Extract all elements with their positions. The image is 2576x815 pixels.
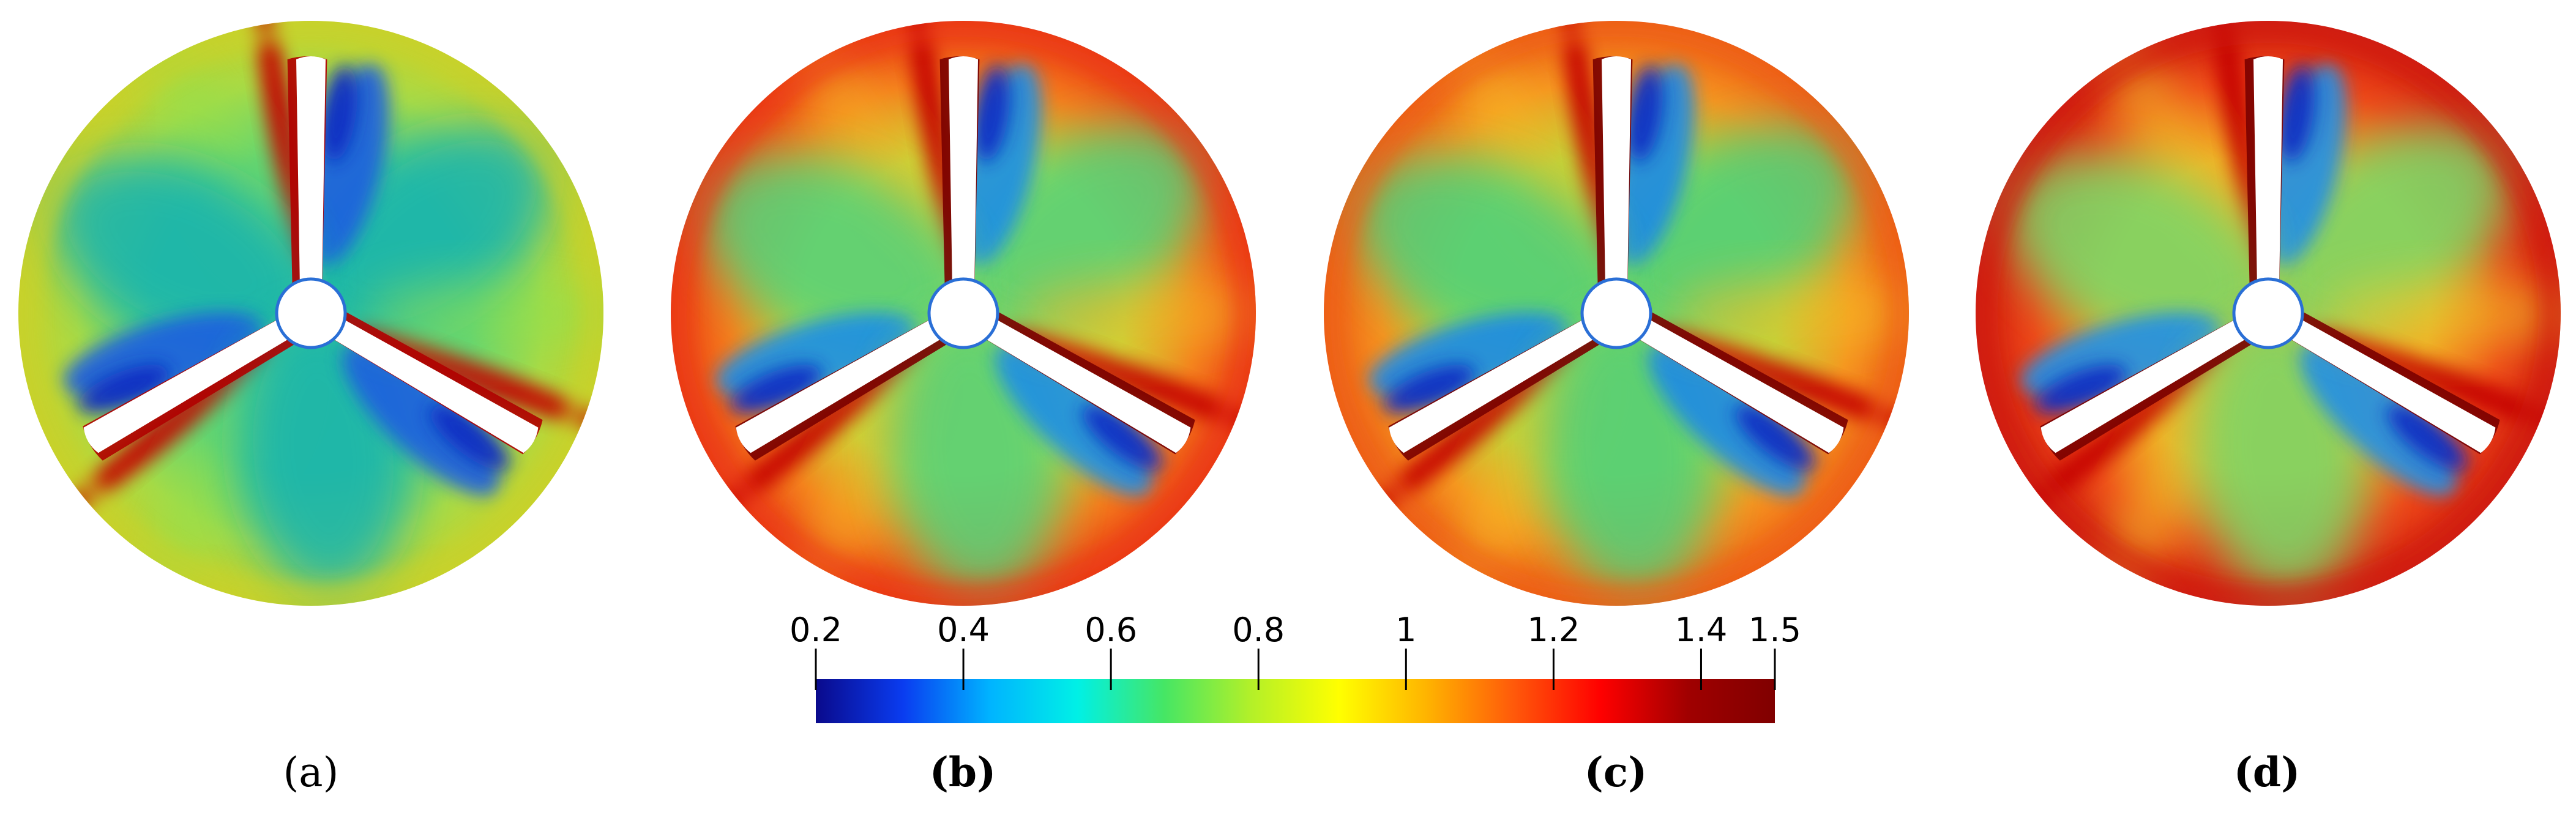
- blade: [735, 316, 952, 461]
- separation-region: [995, 343, 1152, 496]
- blade: [83, 316, 299, 461]
- colorbar-ticks: 0.2 0.4 0.6 0.8 1 1.2 1.4 1.5: [790, 611, 1801, 690]
- separation-core: [78, 364, 170, 414]
- panel-labels: (a) (b) (c) (d): [283, 748, 2301, 796]
- blade-body: [949, 56, 978, 289]
- separation-core: [1082, 404, 1163, 471]
- colorbar-tick-label: 0.2: [790, 611, 842, 649]
- separation-core: [1735, 404, 1816, 471]
- rim-band: [1324, 21, 1909, 606]
- rotor-panel-b: [671, 21, 1256, 606]
- blade: [326, 309, 543, 455]
- separation-core: [1626, 64, 1663, 162]
- wake-region: [2323, 277, 2561, 350]
- blade: [2244, 56, 2285, 289]
- blade-body: [326, 316, 539, 453]
- blade: [1592, 56, 1633, 289]
- blade-body: [1602, 56, 1631, 289]
- colorbar-tick-label: 0.4: [937, 611, 990, 649]
- separation-core: [321, 64, 357, 162]
- blade: [1388, 316, 1605, 461]
- low-speed-region: [2007, 155, 2274, 352]
- separation-core: [430, 404, 510, 471]
- blade: [1632, 309, 1848, 455]
- blade: [287, 56, 327, 289]
- panel-label-b: (b): [930, 748, 996, 796]
- colorbar-gradient: [816, 679, 1775, 723]
- blade-body: [1632, 316, 1844, 453]
- wake-region: [1671, 277, 1909, 350]
- panel-label-a: (a): [283, 749, 339, 796]
- wake-region: [366, 277, 603, 350]
- separation-region: [2264, 63, 2346, 266]
- hub-core: [2240, 285, 2296, 341]
- separation-core: [973, 64, 1010, 162]
- blade-body: [1389, 316, 1601, 453]
- hub-core: [283, 285, 339, 341]
- separation-core: [730, 364, 822, 414]
- blade-body: [296, 56, 326, 289]
- blade: [2040, 316, 2257, 461]
- colorbar-tick-label: 1: [1395, 611, 1416, 649]
- separation-core: [2035, 364, 2127, 414]
- blade: [2283, 309, 2500, 455]
- wake-region: [1018, 277, 1256, 350]
- colorbar-tick-label: 1.5: [1749, 611, 1801, 649]
- separation-core: [2278, 64, 2315, 162]
- hub-core: [935, 285, 991, 341]
- low-speed-region: [703, 155, 969, 352]
- blade-body: [979, 316, 1191, 453]
- blade-body: [83, 316, 296, 453]
- blade-body: [736, 316, 948, 453]
- blade-body: [2283, 316, 2496, 453]
- separation-core: [2387, 404, 2468, 471]
- separation-region: [959, 63, 1042, 266]
- blade: [979, 309, 1195, 455]
- rotor-panels: [18, 21, 2561, 606]
- low-speed-region: [50, 155, 316, 352]
- rim-band: [671, 21, 1256, 606]
- blade-body: [2253, 56, 2283, 289]
- separation-core: [1383, 364, 1475, 414]
- rim-band: [18, 21, 603, 606]
- low-speed-region: [1356, 155, 1622, 352]
- colorbar-tick-label: 1.4: [1675, 611, 1728, 649]
- rotor-panel-c: [1324, 21, 1909, 606]
- colorbar: 0.2 0.4 0.6 0.8 1 1.2 1.4 1.5: [790, 611, 1801, 723]
- blade: [939, 56, 980, 289]
- colorbar-tick-label: 0.6: [1085, 611, 1137, 649]
- panel-label-c: (c): [1585, 748, 1648, 796]
- separation-region: [1648, 343, 1805, 496]
- separation-region: [2299, 343, 2457, 496]
- rotor-panel-d: [1976, 21, 2561, 606]
- rotor-panel-a: [18, 21, 603, 606]
- blade-body: [2040, 316, 2253, 453]
- panel-label-d: (d): [2234, 748, 2301, 796]
- separation-region: [342, 343, 499, 496]
- rim-band: [1976, 21, 2561, 606]
- separation-region: [1612, 63, 1695, 266]
- colorbar-tick-label: 0.8: [1232, 611, 1285, 649]
- colorbar-tick-label: 1.2: [1527, 611, 1580, 649]
- hub-core: [1588, 285, 1645, 341]
- separation-region: [307, 63, 389, 266]
